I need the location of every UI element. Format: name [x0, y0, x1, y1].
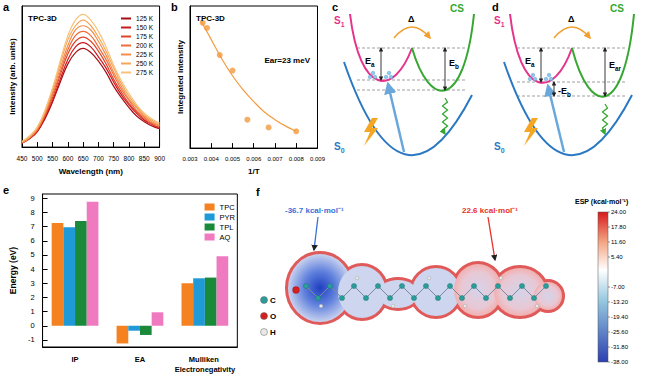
svg-text:6: 6 [30, 236, 34, 245]
svg-text:5.40: 5.40 [611, 254, 623, 260]
svg-text:-36.7 kcal·mol⁻¹: -36.7 kcal·mol⁻¹ [285, 206, 344, 215]
svg-text:275 K: 275 K [136, 69, 154, 76]
svg-text:175 K: 175 K [136, 33, 154, 40]
svg-text:TPC: TPC [220, 203, 236, 212]
svg-text:850: 850 [139, 155, 150, 162]
svg-text:800: 800 [124, 155, 135, 162]
svg-text:900: 900 [154, 155, 165, 162]
svg-text:250 K: 250 K [136, 60, 154, 67]
svg-text:0.005: 0.005 [225, 156, 241, 162]
svg-text:IP: IP [71, 355, 78, 364]
svg-text:0: 0 [30, 321, 34, 330]
svg-text:150 K: 150 K [136, 24, 154, 31]
svg-text:700: 700 [93, 155, 104, 162]
svg-text:600: 600 [62, 155, 73, 162]
svg-text:0.004: 0.004 [204, 156, 220, 162]
svg-text:750: 750 [108, 155, 119, 162]
svg-text:Ear: Ear [609, 60, 622, 72]
svg-text:Ea: Ea [365, 56, 375, 68]
svg-text:7: 7 [30, 222, 34, 231]
svg-text:TPC-3D: TPC-3D [28, 14, 57, 23]
svg-text:S1: S1 [494, 15, 505, 28]
svg-text:Mulliken: Mulliken [189, 355, 221, 364]
svg-text:550: 550 [47, 155, 58, 162]
svg-text:H: H [270, 328, 276, 337]
svg-text:Ear=23 meV: Ear=23 meV [264, 56, 310, 65]
svg-text:8: 8 [30, 208, 34, 217]
svg-text:Wavelength (nm): Wavelength (nm) [59, 167, 123, 176]
svg-text:Electronegativity: Electronegativity [175, 365, 236, 374]
svg-text:Ea: Ea [525, 56, 535, 68]
svg-text:EA: EA [135, 355, 146, 364]
svg-text:-7.00: -7.00 [611, 284, 625, 290]
svg-text:Integrated Intensity: Integrated Intensity [176, 40, 185, 114]
svg-text:0.006: 0.006 [246, 156, 262, 162]
svg-text:O: O [270, 312, 276, 321]
svg-text:a: a [3, 1, 10, 13]
svg-text:24.00: 24.00 [611, 209, 627, 215]
svg-text:0.009: 0.009 [310, 156, 326, 162]
svg-text:TPC-3D: TPC-3D [196, 14, 225, 23]
svg-text:-25.60: -25.60 [611, 329, 629, 335]
svg-text:Intensity (arb. units): Intensity (arb. units) [8, 38, 17, 115]
svg-text:Eb: Eb [449, 58, 459, 70]
svg-text:3: 3 [30, 279, 34, 288]
svg-text:CS: CS [610, 3, 624, 14]
svg-text:11.60: 11.60 [611, 239, 626, 245]
svg-text:S0: S0 [494, 141, 505, 154]
svg-text:125 K: 125 K [136, 15, 154, 22]
svg-text:C: C [270, 296, 276, 305]
svg-text:AQ: AQ [220, 233, 231, 242]
svg-text:0.007: 0.007 [267, 156, 283, 162]
svg-text:b: b [171, 1, 178, 13]
svg-text:0.008: 0.008 [289, 156, 305, 162]
svg-text:ESP (kcal·mol⁻¹): ESP (kcal·mol⁻¹) [575, 198, 628, 206]
svg-text:200 K: 200 K [136, 42, 154, 49]
svg-text:c: c [332, 1, 338, 13]
svg-text:4: 4 [30, 265, 34, 274]
svg-text:f: f [256, 186, 260, 198]
svg-text:0.003: 0.003 [182, 156, 198, 162]
svg-text:e: e [3, 184, 9, 196]
svg-text:S0: S0 [334, 141, 345, 154]
svg-text:Energy (eV): Energy (eV) [8, 247, 18, 294]
svg-text:5: 5 [30, 250, 34, 259]
svg-text:PYR: PYR [220, 213, 236, 222]
svg-text:1: 1 [30, 307, 34, 316]
svg-text:-13.20: -13.20 [611, 299, 629, 305]
svg-text:9: 9 [30, 194, 34, 203]
svg-text:500: 500 [32, 155, 43, 162]
svg-text:225 K: 225 K [136, 51, 154, 58]
svg-text:1/T: 1/T [248, 167, 260, 176]
svg-text:-19.40: -19.40 [611, 314, 629, 320]
svg-text:450: 450 [17, 155, 28, 162]
svg-text:-31.80: -31.80 [611, 344, 629, 350]
svg-text:Δ: Δ [408, 14, 415, 24]
svg-text:Δ: Δ [568, 14, 575, 24]
svg-text:2: 2 [30, 293, 34, 302]
svg-text:TPL: TPL [220, 223, 234, 232]
svg-text:-Eb: -Eb [558, 86, 571, 98]
svg-text:17.80: 17.80 [611, 224, 627, 230]
svg-text:S1: S1 [334, 15, 345, 28]
svg-text:650: 650 [78, 155, 89, 162]
svg-text:CS: CS [450, 3, 464, 14]
svg-text:d: d [492, 1, 499, 13]
svg-text:-1: -1 [28, 335, 35, 344]
svg-text:-38.00: -38.00 [611, 359, 629, 365]
svg-text:22.6 kcal·mol⁻¹: 22.6 kcal·mol⁻¹ [462, 206, 518, 215]
